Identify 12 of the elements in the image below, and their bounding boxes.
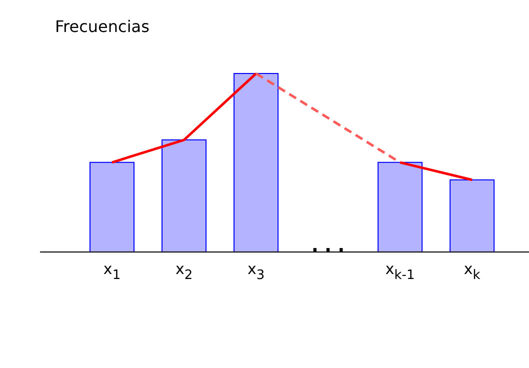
bar	[378, 162, 423, 252]
bar	[234, 73, 279, 252]
annotation: · · ·	[310, 240, 346, 262]
x-tick-label: x$_{3}$	[247, 260, 265, 283]
x-tick-label: x$_{k}$	[464, 260, 481, 283]
x-tick-label: x$_{k-1}$	[385, 260, 415, 283]
y-axis-title: Frecuencias	[55, 17, 150, 36]
bar	[162, 139, 207, 252]
bar	[450, 179, 495, 252]
x-tick-label: x$_{1}$	[103, 260, 121, 283]
bar	[90, 162, 135, 252]
x-tick-label: x$_{2}$	[175, 260, 193, 283]
